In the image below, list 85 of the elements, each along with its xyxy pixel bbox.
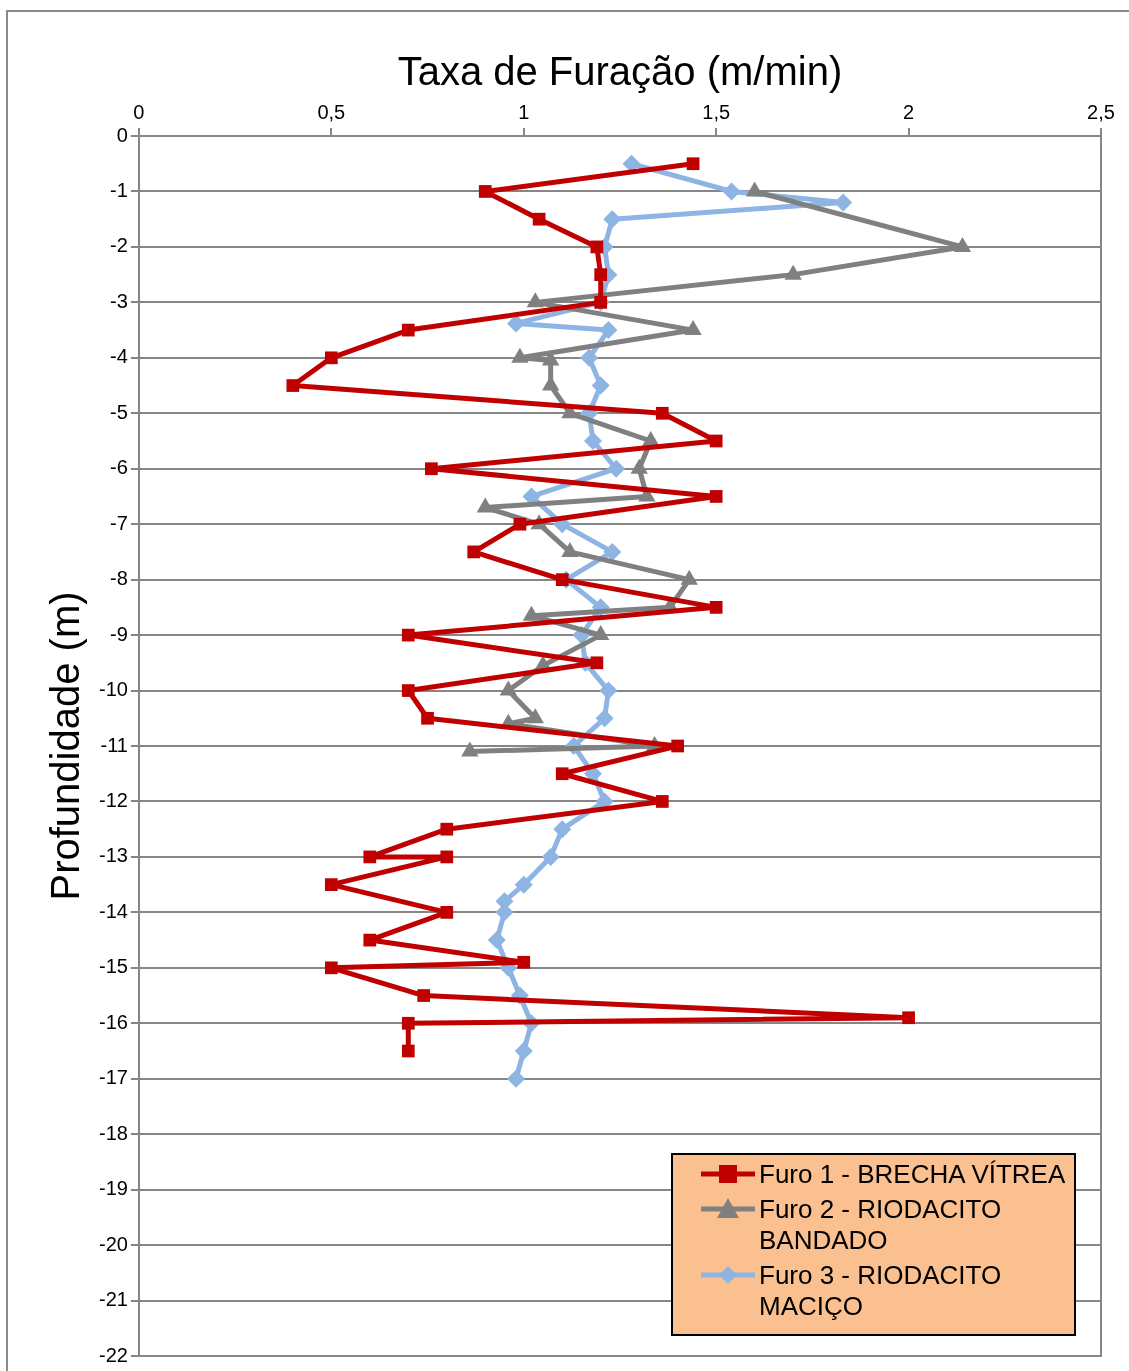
point — [286, 379, 300, 392]
point — [591, 376, 610, 395]
x-tick-label: 0,5 — [317, 100, 346, 123]
x-tick-label: 2,5 — [1087, 100, 1115, 123]
point — [513, 517, 527, 531]
point — [709, 434, 723, 448]
point — [607, 459, 626, 478]
point — [555, 573, 569, 586]
point — [417, 989, 431, 1002]
legend-label: Furo 2 - RIODACITO BANDADO — [759, 1194, 1003, 1256]
point — [599, 321, 618, 340]
point — [555, 767, 569, 781]
point — [709, 601, 723, 614]
point — [686, 157, 700, 171]
y-tick-label: -13 — [99, 844, 128, 867]
point — [478, 185, 492, 198]
point — [514, 1042, 533, 1060]
y-tick-label: -10 — [99, 678, 128, 701]
y-tick-label: 0 — [116, 123, 128, 146]
point — [324, 961, 338, 975]
point — [324, 351, 338, 365]
y-tick-label: -18 — [99, 1121, 128, 1144]
point — [580, 348, 599, 367]
legend-label: Furo 3 - RIODACITO MACIÇO — [759, 1260, 1003, 1322]
point — [363, 850, 377, 864]
point — [421, 711, 434, 725]
y-tick-label: -14 — [99, 899, 128, 922]
y-tick-label: -22 — [99, 1343, 128, 1366]
point — [590, 656, 604, 670]
y-tick-label: -3 — [110, 289, 128, 312]
point — [514, 875, 533, 894]
y-tick-label: -6 — [110, 456, 128, 479]
point — [532, 212, 546, 226]
y-tick-label: -7 — [110, 511, 128, 534]
point — [553, 820, 572, 839]
y-tick-label: -17 — [99, 1066, 128, 1089]
point — [401, 1016, 415, 1030]
y-tick-label: -5 — [110, 400, 128, 423]
legend-label: Furo 1 - BRECHA VÍTREA — [759, 1159, 1066, 1190]
y-tick-label: -20 — [99, 1232, 128, 1255]
point — [425, 462, 438, 476]
point — [599, 681, 618, 700]
point — [671, 739, 685, 753]
y-tick-label: -8 — [110, 567, 128, 590]
x-tick-label: 1,5 — [702, 100, 731, 123]
point — [487, 931, 506, 950]
x-axis-title: Taxa de Furação (m/min) — [397, 49, 843, 94]
point — [467, 545, 481, 559]
point — [655, 795, 669, 808]
y-tick-label: -9 — [110, 622, 128, 645]
y-tick-label: -1 — [110, 178, 128, 201]
point — [594, 268, 608, 281]
y-tick-label: -4 — [110, 345, 128, 368]
point — [517, 955, 531, 969]
point — [595, 709, 614, 728]
point — [902, 1011, 915, 1025]
y-tick-label: -16 — [99, 1010, 128, 1033]
point — [324, 878, 338, 891]
x-tick-label: 2 — [903, 100, 915, 123]
point — [507, 1069, 526, 1088]
point — [401, 323, 415, 337]
y-tick-label: -15 — [99, 955, 128, 978]
x-tick-label: 1 — [518, 100, 530, 123]
y-axis-title: Profundidade (m) — [43, 591, 88, 901]
point — [655, 406, 669, 420]
y-tick-label: -2 — [110, 234, 128, 257]
point — [584, 432, 603, 450]
point — [401, 684, 415, 697]
point — [440, 850, 454, 864]
point — [440, 906, 454, 919]
point — [709, 490, 723, 503]
point — [603, 210, 622, 229]
point — [603, 542, 622, 561]
x-tick-label: 0 — [133, 100, 145, 123]
point — [722, 182, 741, 201]
point — [363, 933, 377, 947]
point — [541, 847, 560, 866]
y-tick-label: -21 — [99, 1288, 128, 1311]
y-tick-label: -11 — [100, 733, 128, 756]
point — [590, 240, 604, 254]
point — [401, 1044, 415, 1058]
y-tick-label: -19 — [99, 1177, 128, 1200]
point — [401, 628, 415, 642]
point — [440, 822, 454, 836]
y-tick-label: -12 — [99, 788, 128, 811]
